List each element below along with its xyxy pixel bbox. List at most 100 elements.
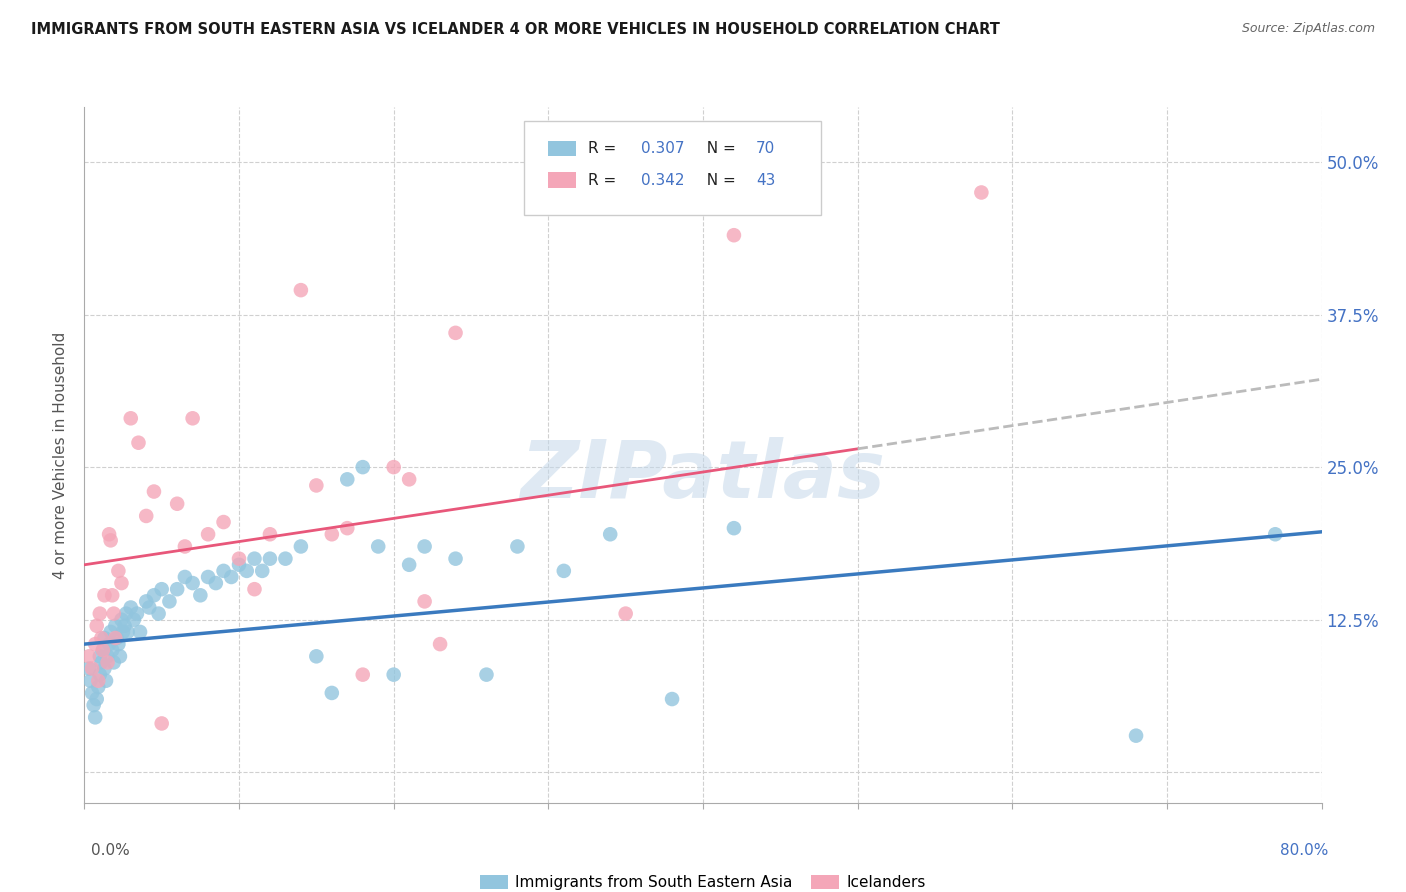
Point [110, 576, 132, 591]
Point [122, 613, 145, 627]
Point [100, 624, 122, 639]
Point [93, 588, 115, 602]
Point [290, 540, 312, 554]
Point [108, 649, 131, 664]
Point [444, 326, 467, 340]
Point [429, 637, 451, 651]
Point [970, 186, 993, 200]
Point [87, 680, 110, 694]
Point [94, 673, 117, 688]
Point [101, 588, 124, 602]
Point [101, 643, 124, 657]
Text: N =: N = [697, 172, 741, 187]
Text: 0.0%: 0.0% [91, 843, 131, 858]
Point [93, 631, 115, 645]
Point [104, 631, 127, 645]
Point [129, 624, 152, 639]
Point [110, 613, 132, 627]
Point [77, 661, 100, 675]
Point [100, 533, 122, 548]
Point [83, 698, 105, 713]
Point [117, 624, 139, 639]
Point [150, 582, 173, 597]
Point [98, 527, 121, 541]
Point [243, 582, 266, 597]
Point [599, 527, 621, 541]
Point [103, 607, 125, 621]
Point [91, 643, 114, 657]
Point [1125, 729, 1147, 743]
Point [228, 551, 250, 566]
Point [107, 564, 129, 578]
Point [89, 649, 111, 664]
Point [89, 607, 111, 621]
Point [723, 521, 745, 535]
Point [723, 228, 745, 243]
Text: R =: R = [588, 172, 621, 187]
Legend: Immigrants from South Eastern Asia, Icelanders: Immigrants from South Eastern Asia, Icel… [474, 869, 932, 892]
Point [84, 710, 107, 724]
Point [82, 686, 104, 700]
Text: 43: 43 [756, 172, 776, 187]
Point [166, 582, 188, 597]
Point [205, 576, 228, 591]
Point [148, 607, 170, 621]
Point [221, 570, 243, 584]
Text: ZIPatlas: ZIPatlas [520, 437, 886, 515]
Point [352, 460, 374, 475]
Point [236, 564, 259, 578]
Point [128, 435, 150, 450]
Point [188, 588, 212, 602]
Text: 70: 70 [756, 141, 776, 156]
Point [382, 667, 405, 681]
Point [475, 667, 498, 681]
Point [135, 594, 157, 608]
Point [90, 656, 112, 670]
Point [174, 570, 197, 584]
Text: 80.0%: 80.0% [1281, 843, 1329, 858]
Point [444, 551, 467, 566]
Point [93, 661, 115, 675]
Bar [548, 172, 575, 187]
Point [97, 656, 120, 670]
Point [150, 716, 173, 731]
Point [382, 460, 405, 475]
Point [143, 484, 166, 499]
Point [305, 649, 328, 664]
Point [228, 558, 250, 572]
Point [105, 631, 128, 645]
Point [138, 600, 160, 615]
Point [506, 540, 529, 554]
FancyBboxPatch shape [523, 121, 821, 215]
Point [82, 661, 104, 675]
Point [212, 515, 235, 529]
Point [321, 686, 343, 700]
Point [212, 564, 235, 578]
Point [352, 667, 374, 681]
Point [413, 594, 436, 608]
Point [243, 551, 266, 566]
Point [86, 692, 108, 706]
Point [413, 540, 436, 554]
Point [252, 564, 274, 578]
Text: Source: ZipAtlas.com: Source: ZipAtlas.com [1241, 22, 1375, 36]
Point [87, 673, 110, 688]
Point [336, 521, 359, 535]
Point [120, 600, 142, 615]
Point [79, 673, 101, 688]
Text: N =: N = [697, 141, 741, 156]
Point [197, 527, 219, 541]
Text: 0.307: 0.307 [641, 141, 685, 156]
Point [84, 637, 107, 651]
Point [159, 594, 181, 608]
Bar [548, 141, 575, 156]
Point [321, 527, 343, 541]
Point [115, 607, 138, 621]
Point [112, 624, 135, 639]
Point [181, 411, 204, 425]
Point [553, 564, 575, 578]
Point [181, 576, 204, 591]
Point [103, 656, 125, 670]
Text: R =: R = [588, 141, 621, 156]
Point [174, 540, 197, 554]
